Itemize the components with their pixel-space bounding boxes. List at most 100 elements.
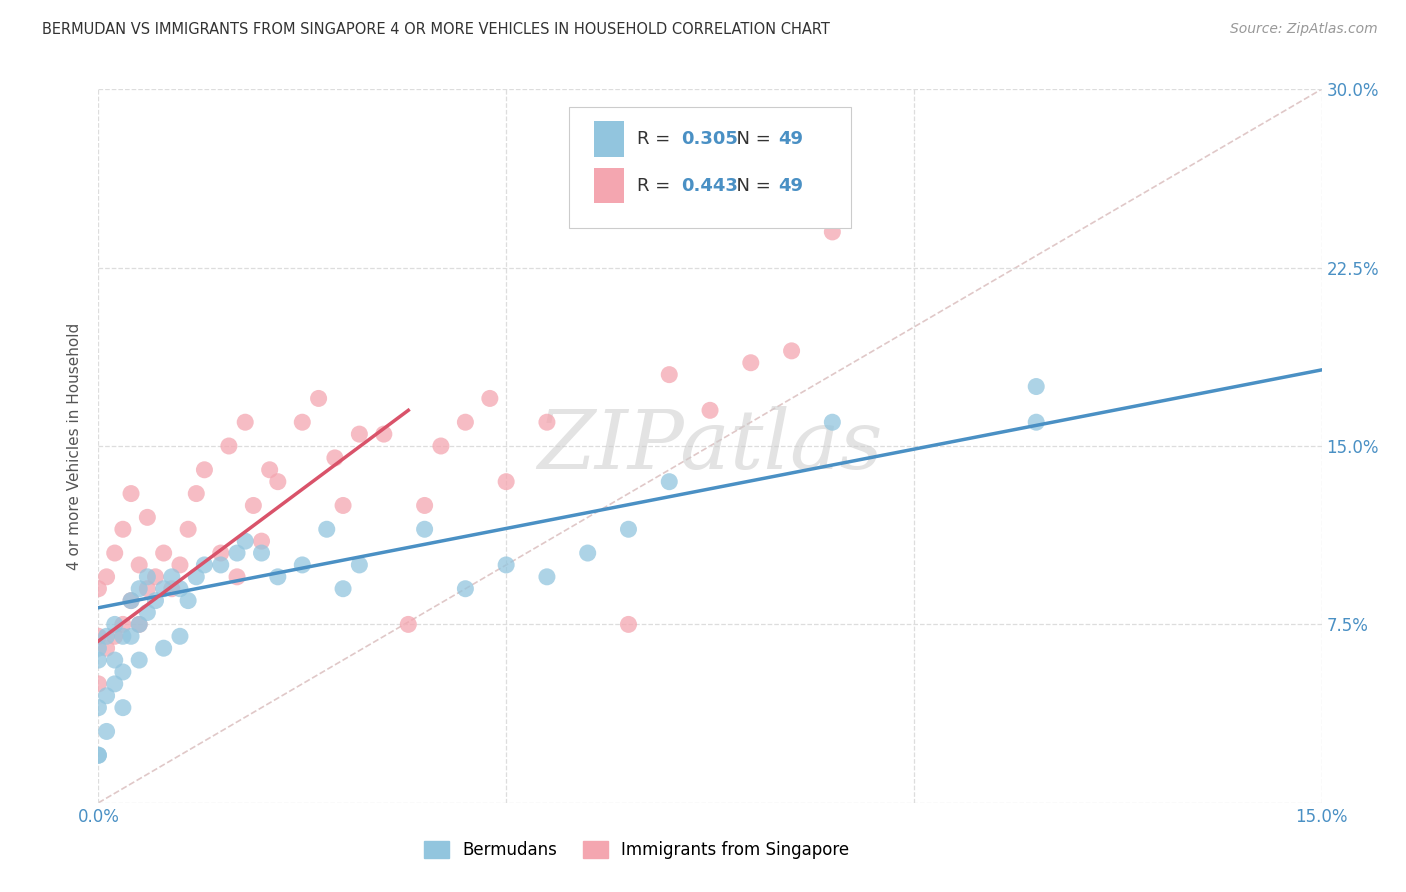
Text: 49: 49 (779, 130, 804, 148)
Text: 0.305: 0.305 (681, 130, 738, 148)
Point (186, 570, 208, 584)
Text: R =: R = (637, 177, 676, 194)
Point (454, 415, 477, 429)
Point (242, 499, 264, 513)
Point (349, 558, 371, 572)
Point (259, 463, 281, 477)
Point (87, 748, 110, 763)
Point (145, 593, 167, 607)
Point (209, 546, 232, 560)
Y-axis label: 4 or more Vehicles in Household: 4 or more Vehicles in Household (67, 322, 83, 570)
Point (1025, 415, 1047, 429)
Point (740, 356, 762, 370)
Point (478, 392, 501, 406)
Point (128, 653, 150, 667)
Point (250, 534, 273, 549)
Point (136, 582, 159, 596)
Point (780, 343, 803, 358)
Point (120, 486, 142, 500)
Point (87, 629, 110, 643)
Point (96, 629, 118, 643)
Point (111, 629, 134, 643)
Point (413, 522, 436, 536)
Point (699, 403, 721, 417)
Point (87, 677, 110, 691)
Point (104, 617, 127, 632)
Point (104, 653, 127, 667)
Point (104, 546, 127, 560)
Point (233, 415, 256, 429)
Point (373, 427, 395, 442)
Point (576, 546, 599, 560)
Point (177, 593, 200, 607)
Point (349, 427, 371, 442)
Point (96, 689, 118, 703)
Point (104, 629, 127, 643)
Point (536, 570, 558, 584)
Point (536, 415, 558, 429)
Point (218, 439, 240, 453)
Point (332, 499, 354, 513)
Point (87, 700, 110, 714)
Point (209, 558, 232, 572)
Point (495, 558, 517, 572)
Point (430, 439, 453, 453)
Point (87, 582, 110, 596)
Point (111, 617, 134, 632)
Point (169, 582, 191, 596)
Point (233, 534, 256, 549)
Point (120, 593, 142, 607)
Point (193, 558, 215, 572)
Point (136, 606, 159, 620)
Point (291, 415, 314, 429)
Point (454, 582, 477, 596)
Point (308, 392, 330, 406)
Point (160, 582, 183, 596)
Point (152, 582, 174, 596)
Text: R =: R = (637, 130, 676, 148)
Point (136, 510, 159, 524)
FancyBboxPatch shape (569, 107, 851, 228)
Point (226, 546, 249, 560)
Point (658, 475, 681, 489)
Point (111, 522, 134, 536)
Point (87, 641, 110, 656)
Text: ZIPatlas: ZIPatlas (537, 406, 883, 486)
Point (104, 677, 127, 691)
Point (96, 570, 118, 584)
Point (413, 499, 436, 513)
Point (128, 582, 150, 596)
Text: BERMUDAN VS IMMIGRANTS FROM SINGAPORE 4 OR MORE VEHICLES IN HOUSEHOLD CORRELATIO: BERMUDAN VS IMMIGRANTS FROM SINGAPORE 4 … (42, 22, 830, 37)
Text: Source: ZipAtlas.com: Source: ZipAtlas.com (1230, 22, 1378, 37)
FancyBboxPatch shape (593, 168, 624, 203)
Point (658, 368, 681, 382)
Point (152, 546, 174, 560)
Point (169, 629, 191, 643)
Point (120, 593, 142, 607)
Point (821, 225, 844, 239)
Point (160, 570, 183, 584)
Point (291, 558, 314, 572)
Point (617, 522, 640, 536)
Point (87, 653, 110, 667)
Point (96, 641, 118, 656)
Point (128, 558, 150, 572)
Text: N =: N = (724, 130, 776, 148)
Point (152, 641, 174, 656)
Text: 0.443: 0.443 (681, 177, 738, 194)
Point (128, 617, 150, 632)
Point (186, 486, 208, 500)
Point (128, 617, 150, 632)
Point (193, 463, 215, 477)
Point (169, 558, 191, 572)
Text: N =: N = (724, 177, 776, 194)
Point (617, 617, 640, 632)
Point (267, 570, 290, 584)
Point (267, 475, 290, 489)
Point (332, 582, 354, 596)
Point (821, 415, 844, 429)
Point (177, 522, 200, 536)
Legend: Bermudans, Immigrants from Singapore: Bermudans, Immigrants from Singapore (418, 834, 856, 866)
Point (87, 748, 110, 763)
Point (111, 665, 134, 679)
